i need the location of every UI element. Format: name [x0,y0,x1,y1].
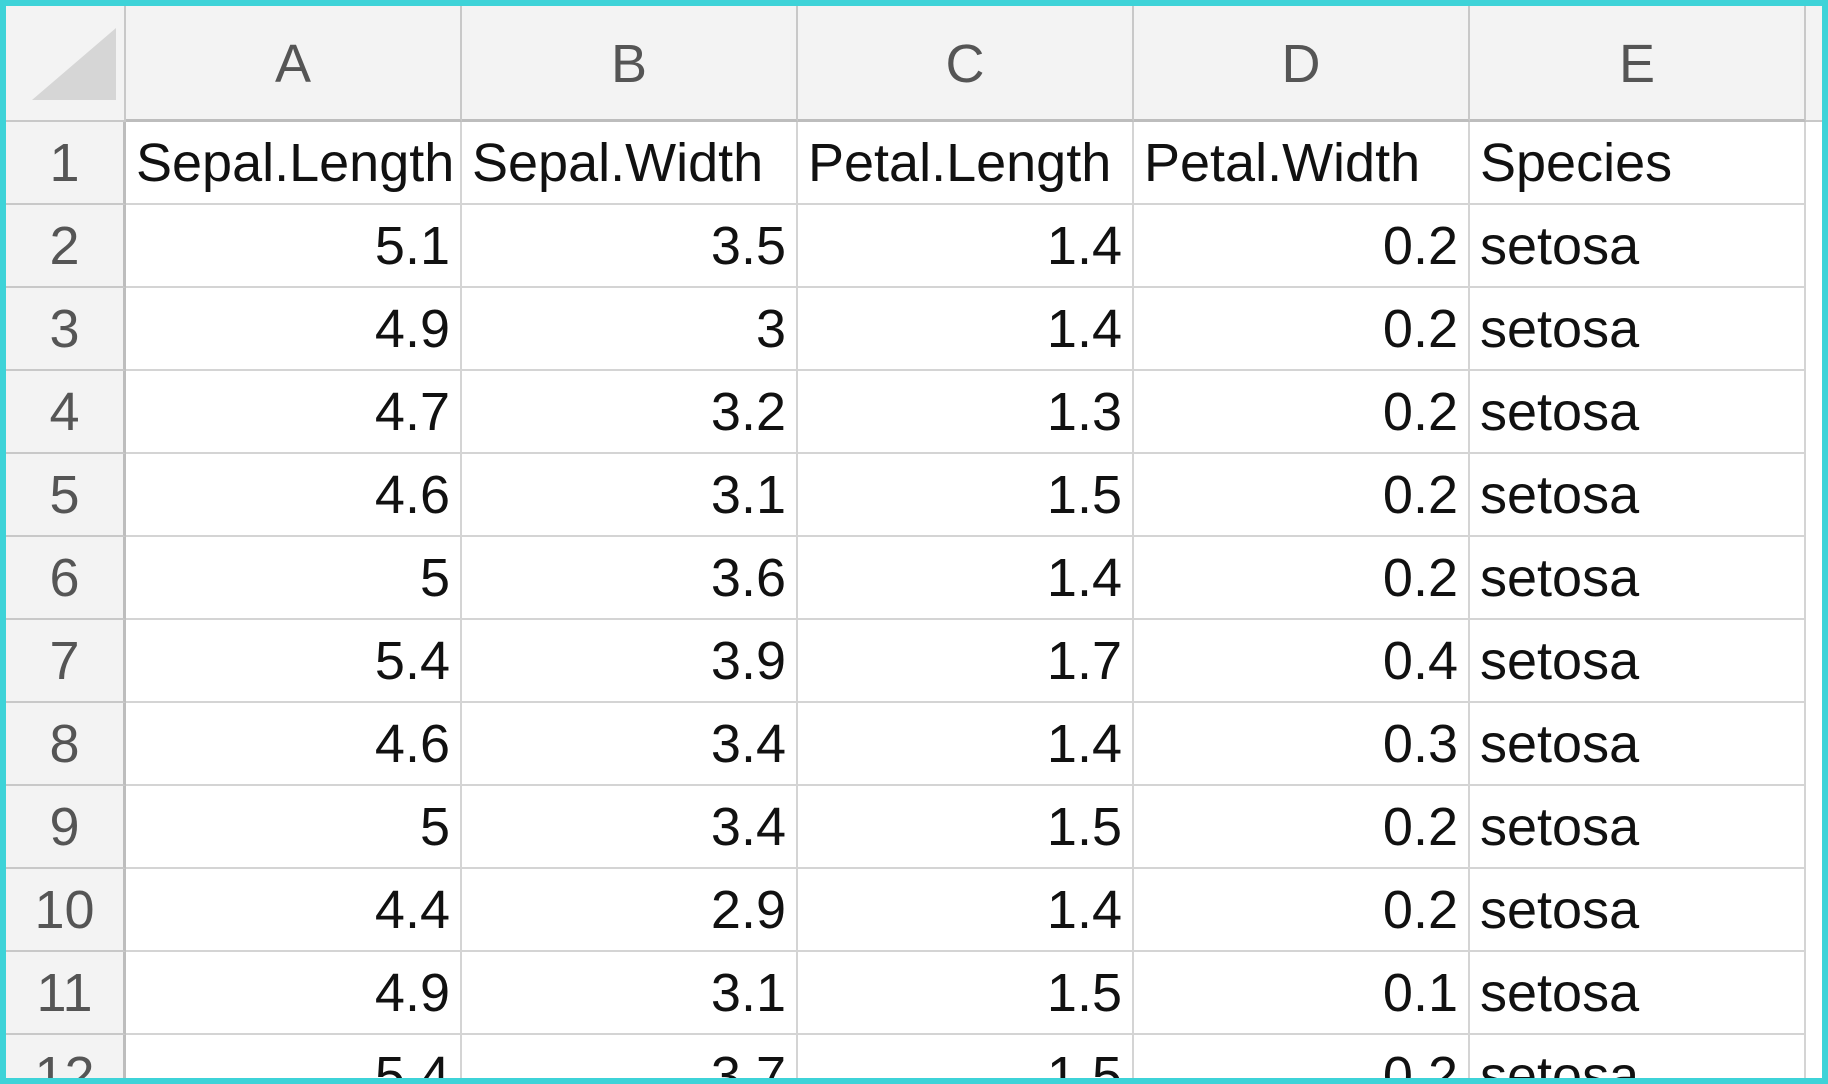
column-header[interactable]: B [462,6,798,122]
column-header-filler [1806,6,1822,122]
column-header[interactable]: C [798,6,1134,122]
row-header[interactable]: 8 [6,703,126,786]
cell[interactable]: 5.4 [126,1035,462,1078]
cell[interactable]: 4.6 [126,454,462,537]
row-header[interactable]: 5 [6,454,126,537]
cell[interactable]: setosa [1470,869,1806,952]
corner-triangle [32,28,116,100]
cell[interactable]: setosa [1470,454,1806,537]
cell[interactable]: Species [1470,122,1806,205]
select-all-corner[interactable] [6,6,126,122]
cell[interactable]: 3.6 [462,537,798,620]
cell[interactable]: 0.4 [1134,620,1470,703]
cell[interactable]: 0.2 [1134,371,1470,454]
cell[interactable]: setosa [1470,786,1806,869]
cell[interactable]: 1.5 [798,1035,1134,1078]
cell[interactable]: 0.2 [1134,205,1470,288]
cell[interactable]: 1.7 [798,620,1134,703]
cell[interactable]: 1.4 [798,288,1134,371]
cell[interactable]: Petal.Width [1134,122,1470,205]
column-header[interactable]: A [126,6,462,122]
cell[interactable]: setosa [1470,537,1806,620]
row-header[interactable]: 4 [6,371,126,454]
cell[interactable]: 3.4 [462,703,798,786]
row-header[interactable]: 6 [6,537,126,620]
cell[interactable]: setosa [1470,703,1806,786]
cell[interactable]: 3.7 [462,1035,798,1078]
cell[interactable]: 0.2 [1134,454,1470,537]
cell[interactable]: setosa [1470,1035,1806,1078]
cell[interactable]: 0.2 [1134,537,1470,620]
cell[interactable]: 5.1 [126,205,462,288]
cell[interactable]: 5 [126,537,462,620]
cell[interactable]: 4.9 [126,952,462,1035]
row-header[interactable]: 1 [6,122,126,205]
cell[interactable]: 3.5 [462,205,798,288]
cell[interactable]: 3.4 [462,786,798,869]
cell[interactable]: 3.9 [462,620,798,703]
cell[interactable]: setosa [1470,620,1806,703]
cell[interactable]: 4.4 [126,869,462,952]
cell[interactable]: 3.1 [462,454,798,537]
cell[interactable]: 1.3 [798,371,1134,454]
cell[interactable]: 0.3 [1134,703,1470,786]
cell[interactable]: Sepal.Length [126,122,462,205]
row-header[interactable]: 7 [6,620,126,703]
cell[interactable]: Petal.Length [798,122,1134,205]
cell[interactable]: 1.5 [798,786,1134,869]
cell[interactable]: 0.2 [1134,869,1470,952]
cell[interactable]: 2.9 [462,869,798,952]
row-header[interactable]: 12 [6,1035,126,1078]
cell[interactable]: 3.2 [462,371,798,454]
row-header[interactable]: 11 [6,952,126,1035]
column-header[interactable]: D [1134,6,1470,122]
cell[interactable]: 1.5 [798,454,1134,537]
cell[interactable]: 5 [126,786,462,869]
cell[interactable]: 0.2 [1134,1035,1470,1078]
cell[interactable]: 1.4 [798,205,1134,288]
row-header[interactable]: 2 [6,205,126,288]
cell[interactable]: setosa [1470,952,1806,1035]
cell[interactable]: setosa [1470,205,1806,288]
cell[interactable]: 0.2 [1134,786,1470,869]
cell[interactable]: 4.6 [126,703,462,786]
row-header[interactable]: 10 [6,869,126,952]
cell[interactable]: 1.4 [798,869,1134,952]
row-header[interactable]: 3 [6,288,126,371]
cell[interactable]: 1.5 [798,952,1134,1035]
cell[interactable]: 0.1 [1134,952,1470,1035]
cell[interactable]: 1.4 [798,537,1134,620]
cell[interactable]: 5.4 [126,620,462,703]
cell[interactable]: setosa [1470,288,1806,371]
cell[interactable]: 4.9 [126,288,462,371]
cell[interactable]: Sepal.Width [462,122,798,205]
cell[interactable]: 3 [462,288,798,371]
cell[interactable]: 4.7 [126,371,462,454]
cell[interactable]: 1.4 [798,703,1134,786]
cell[interactable]: setosa [1470,371,1806,454]
cell[interactable]: 0.2 [1134,288,1470,371]
cell[interactable]: 3.1 [462,952,798,1035]
column-header[interactable]: E [1470,6,1806,122]
row-header[interactable]: 9 [6,786,126,869]
